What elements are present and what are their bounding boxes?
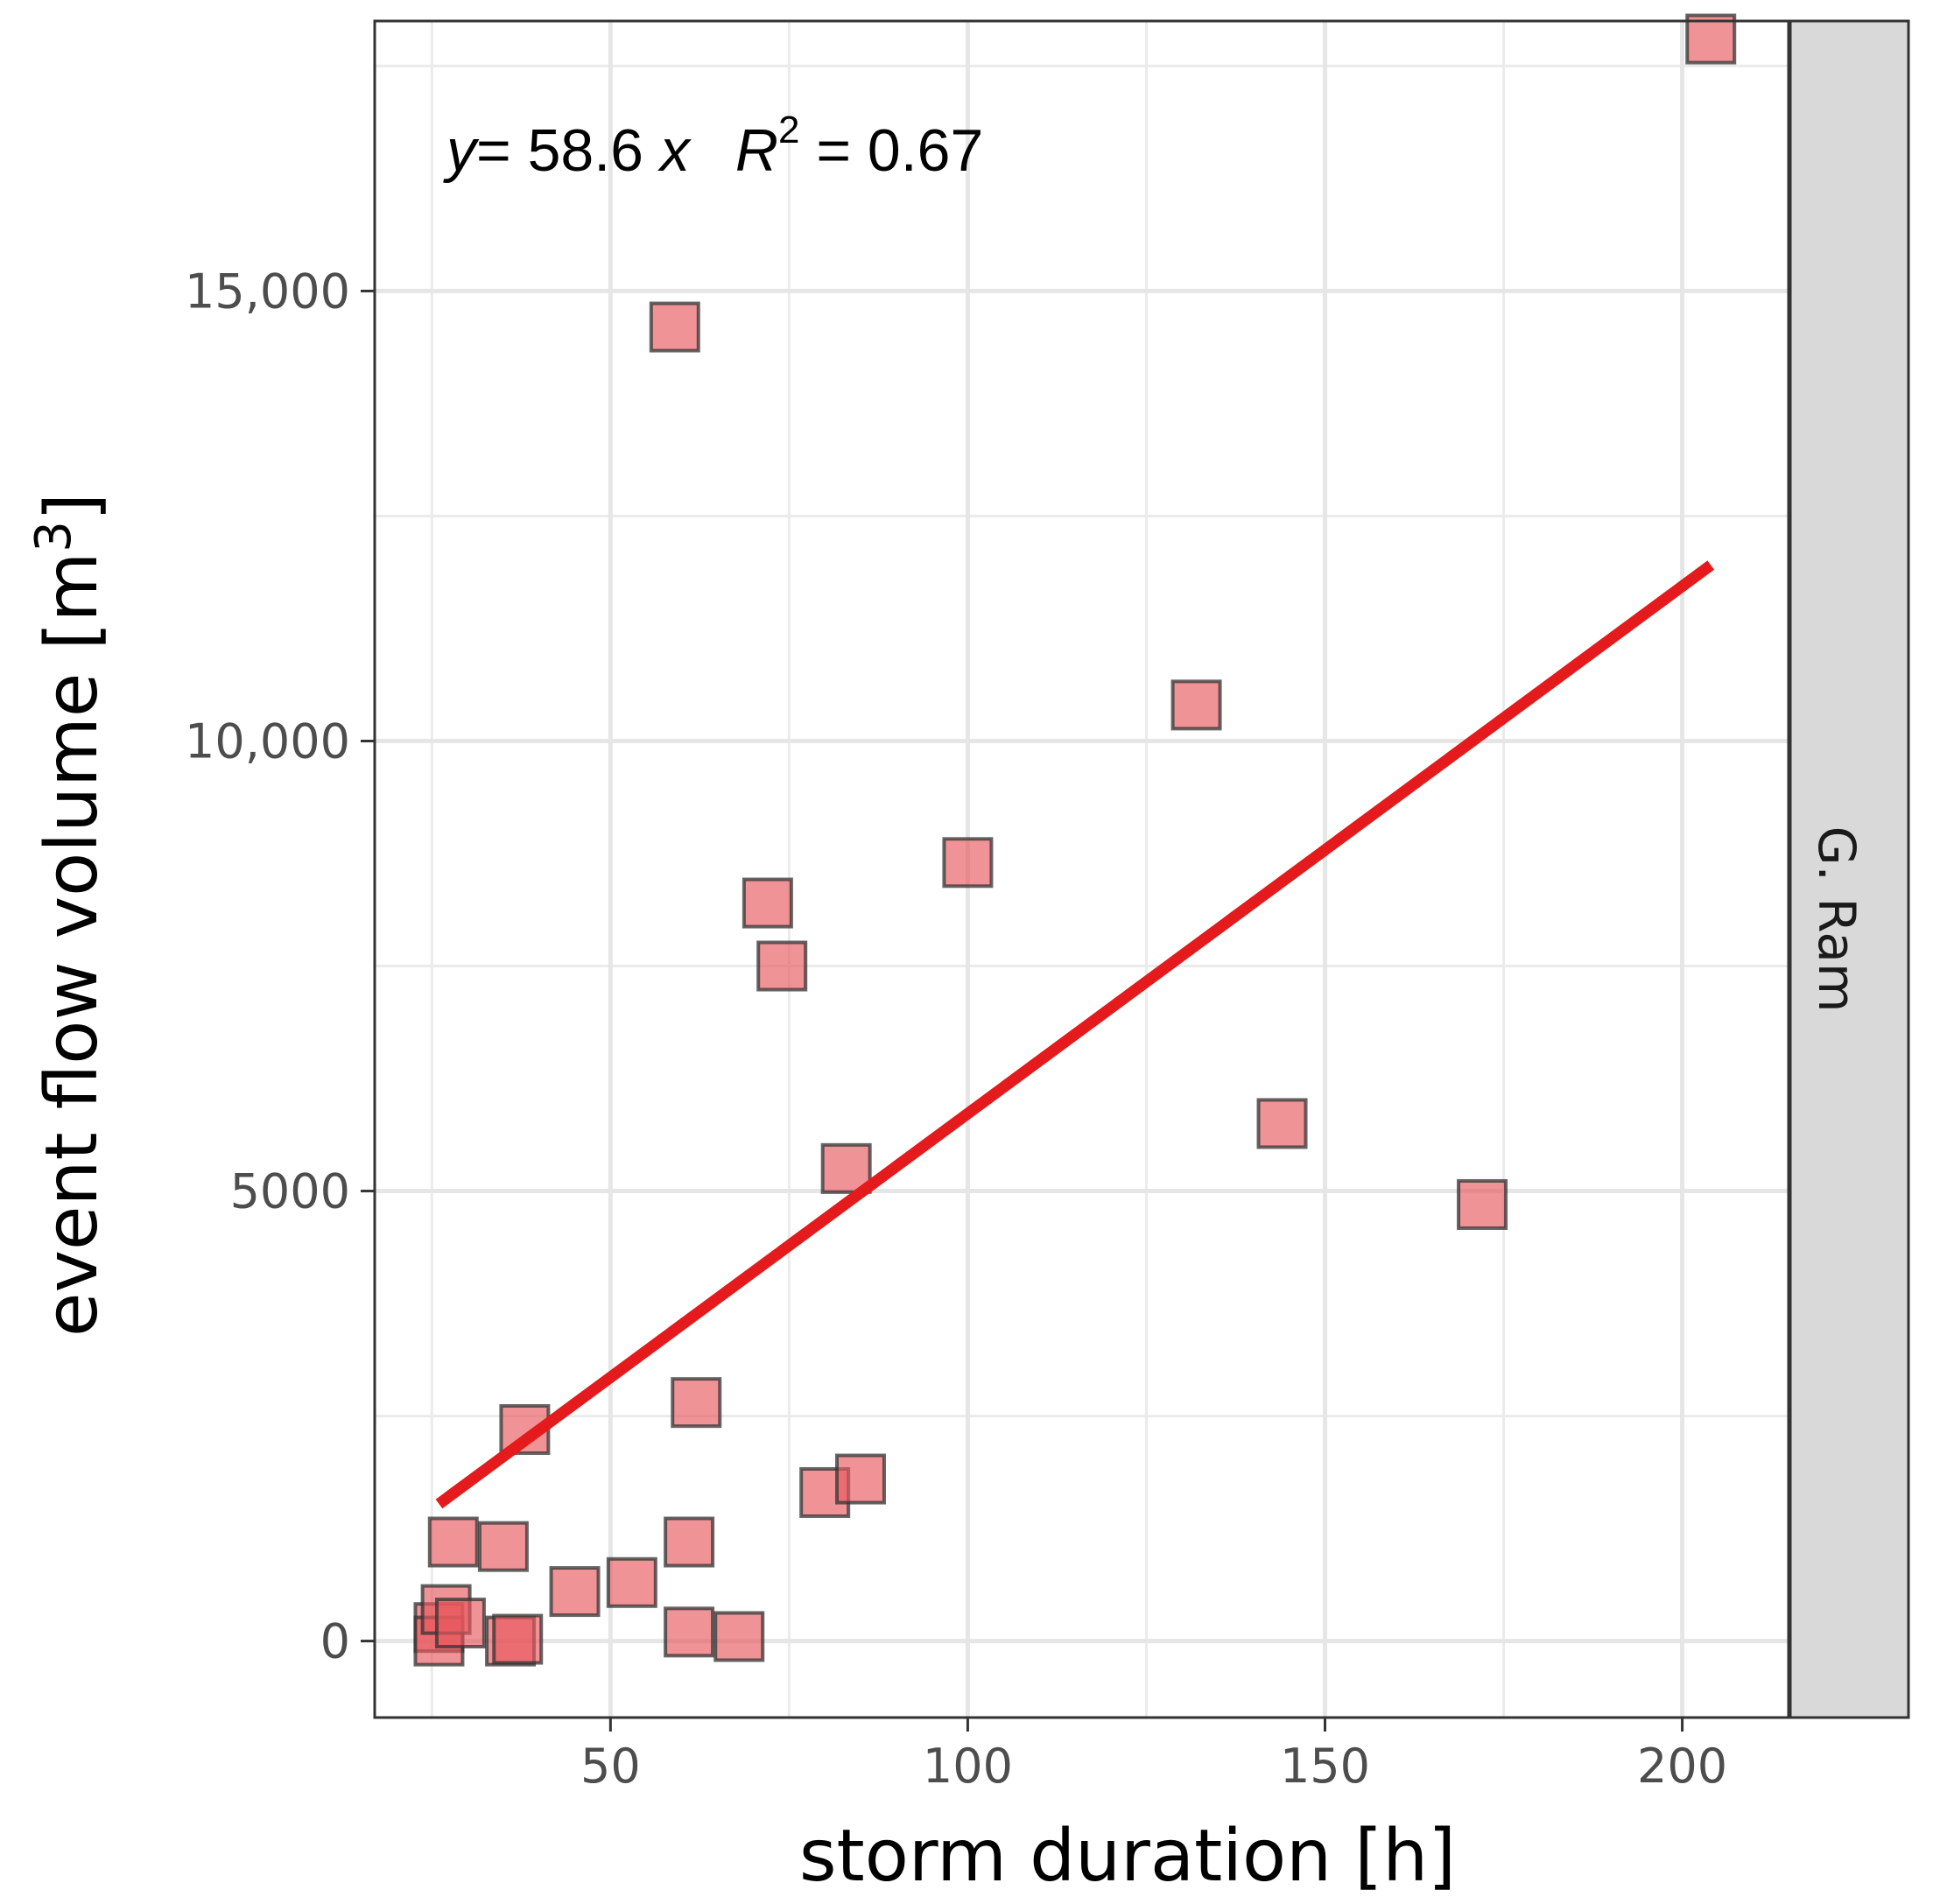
- annotation-equation: = 58.6: [476, 117, 660, 184]
- y-axis-title-sup: 3: [25, 521, 82, 552]
- y-tick-label: 15,000: [185, 263, 350, 319]
- data-point: [664, 1606, 715, 1658]
- y-axis-title-main: event flow volume [m: [31, 552, 114, 1337]
- y-tick-label: 0: [320, 1614, 350, 1669]
- annotation-r-var: R: [735, 117, 778, 184]
- data-point: [942, 837, 994, 889]
- data-point: [1457, 1178, 1508, 1230]
- x-tick-label: 100: [923, 1739, 1013, 1794]
- regression-line-group: [435, 560, 1715, 1509]
- data-point: [434, 1598, 486, 1649]
- facet-strip: [1789, 21, 1908, 1718]
- data-point: [427, 1516, 479, 1568]
- data-point: [492, 1613, 544, 1665]
- data-point: [1685, 13, 1737, 65]
- facet-strip-label: G. Ram: [1807, 826, 1866, 1013]
- x-axis-title: storm duration [h]: [799, 1815, 1456, 1898]
- annotation-x-var: x: [657, 117, 692, 184]
- y-tick-label: 5000: [230, 1164, 350, 1219]
- annotation-y-var: y: [443, 117, 480, 184]
- regression-annotation: y= 58.6 x R2 = 0.67: [443, 109, 983, 184]
- y-tick-label: 10,000: [185, 713, 350, 769]
- y-axis-title: event flow volume [m3]: [25, 493, 114, 1337]
- annotation-r-value: = 0.67: [799, 117, 983, 184]
- annotation-r-sup: 2: [778, 109, 799, 151]
- y-axis-title-close: ]: [31, 493, 114, 521]
- data-point: [1170, 679, 1222, 731]
- x-tick-label: 50: [580, 1739, 641, 1794]
- data-point: [742, 877, 793, 929]
- data-point: [649, 301, 700, 353]
- data-points: [413, 13, 1737, 1667]
- data-point: [606, 1556, 657, 1608]
- x-tick-label: 200: [1637, 1739, 1727, 1794]
- data-point: [834, 1453, 886, 1505]
- data-point: [477, 1521, 529, 1572]
- x-tick-label: 150: [1280, 1739, 1370, 1794]
- data-point: [756, 940, 808, 992]
- data-point: [713, 1611, 765, 1662]
- axis-ticks: 50 100 150 200 0 5000 10,000 15,000: [185, 263, 1727, 1794]
- regression-line: [435, 560, 1715, 1509]
- data-point: [820, 1142, 872, 1194]
- plot-panel: [375, 21, 1789, 1718]
- data-point: [664, 1516, 715, 1568]
- data-point: [671, 1377, 722, 1429]
- data-point: [1256, 1098, 1308, 1149]
- data-point: [549, 1566, 601, 1618]
